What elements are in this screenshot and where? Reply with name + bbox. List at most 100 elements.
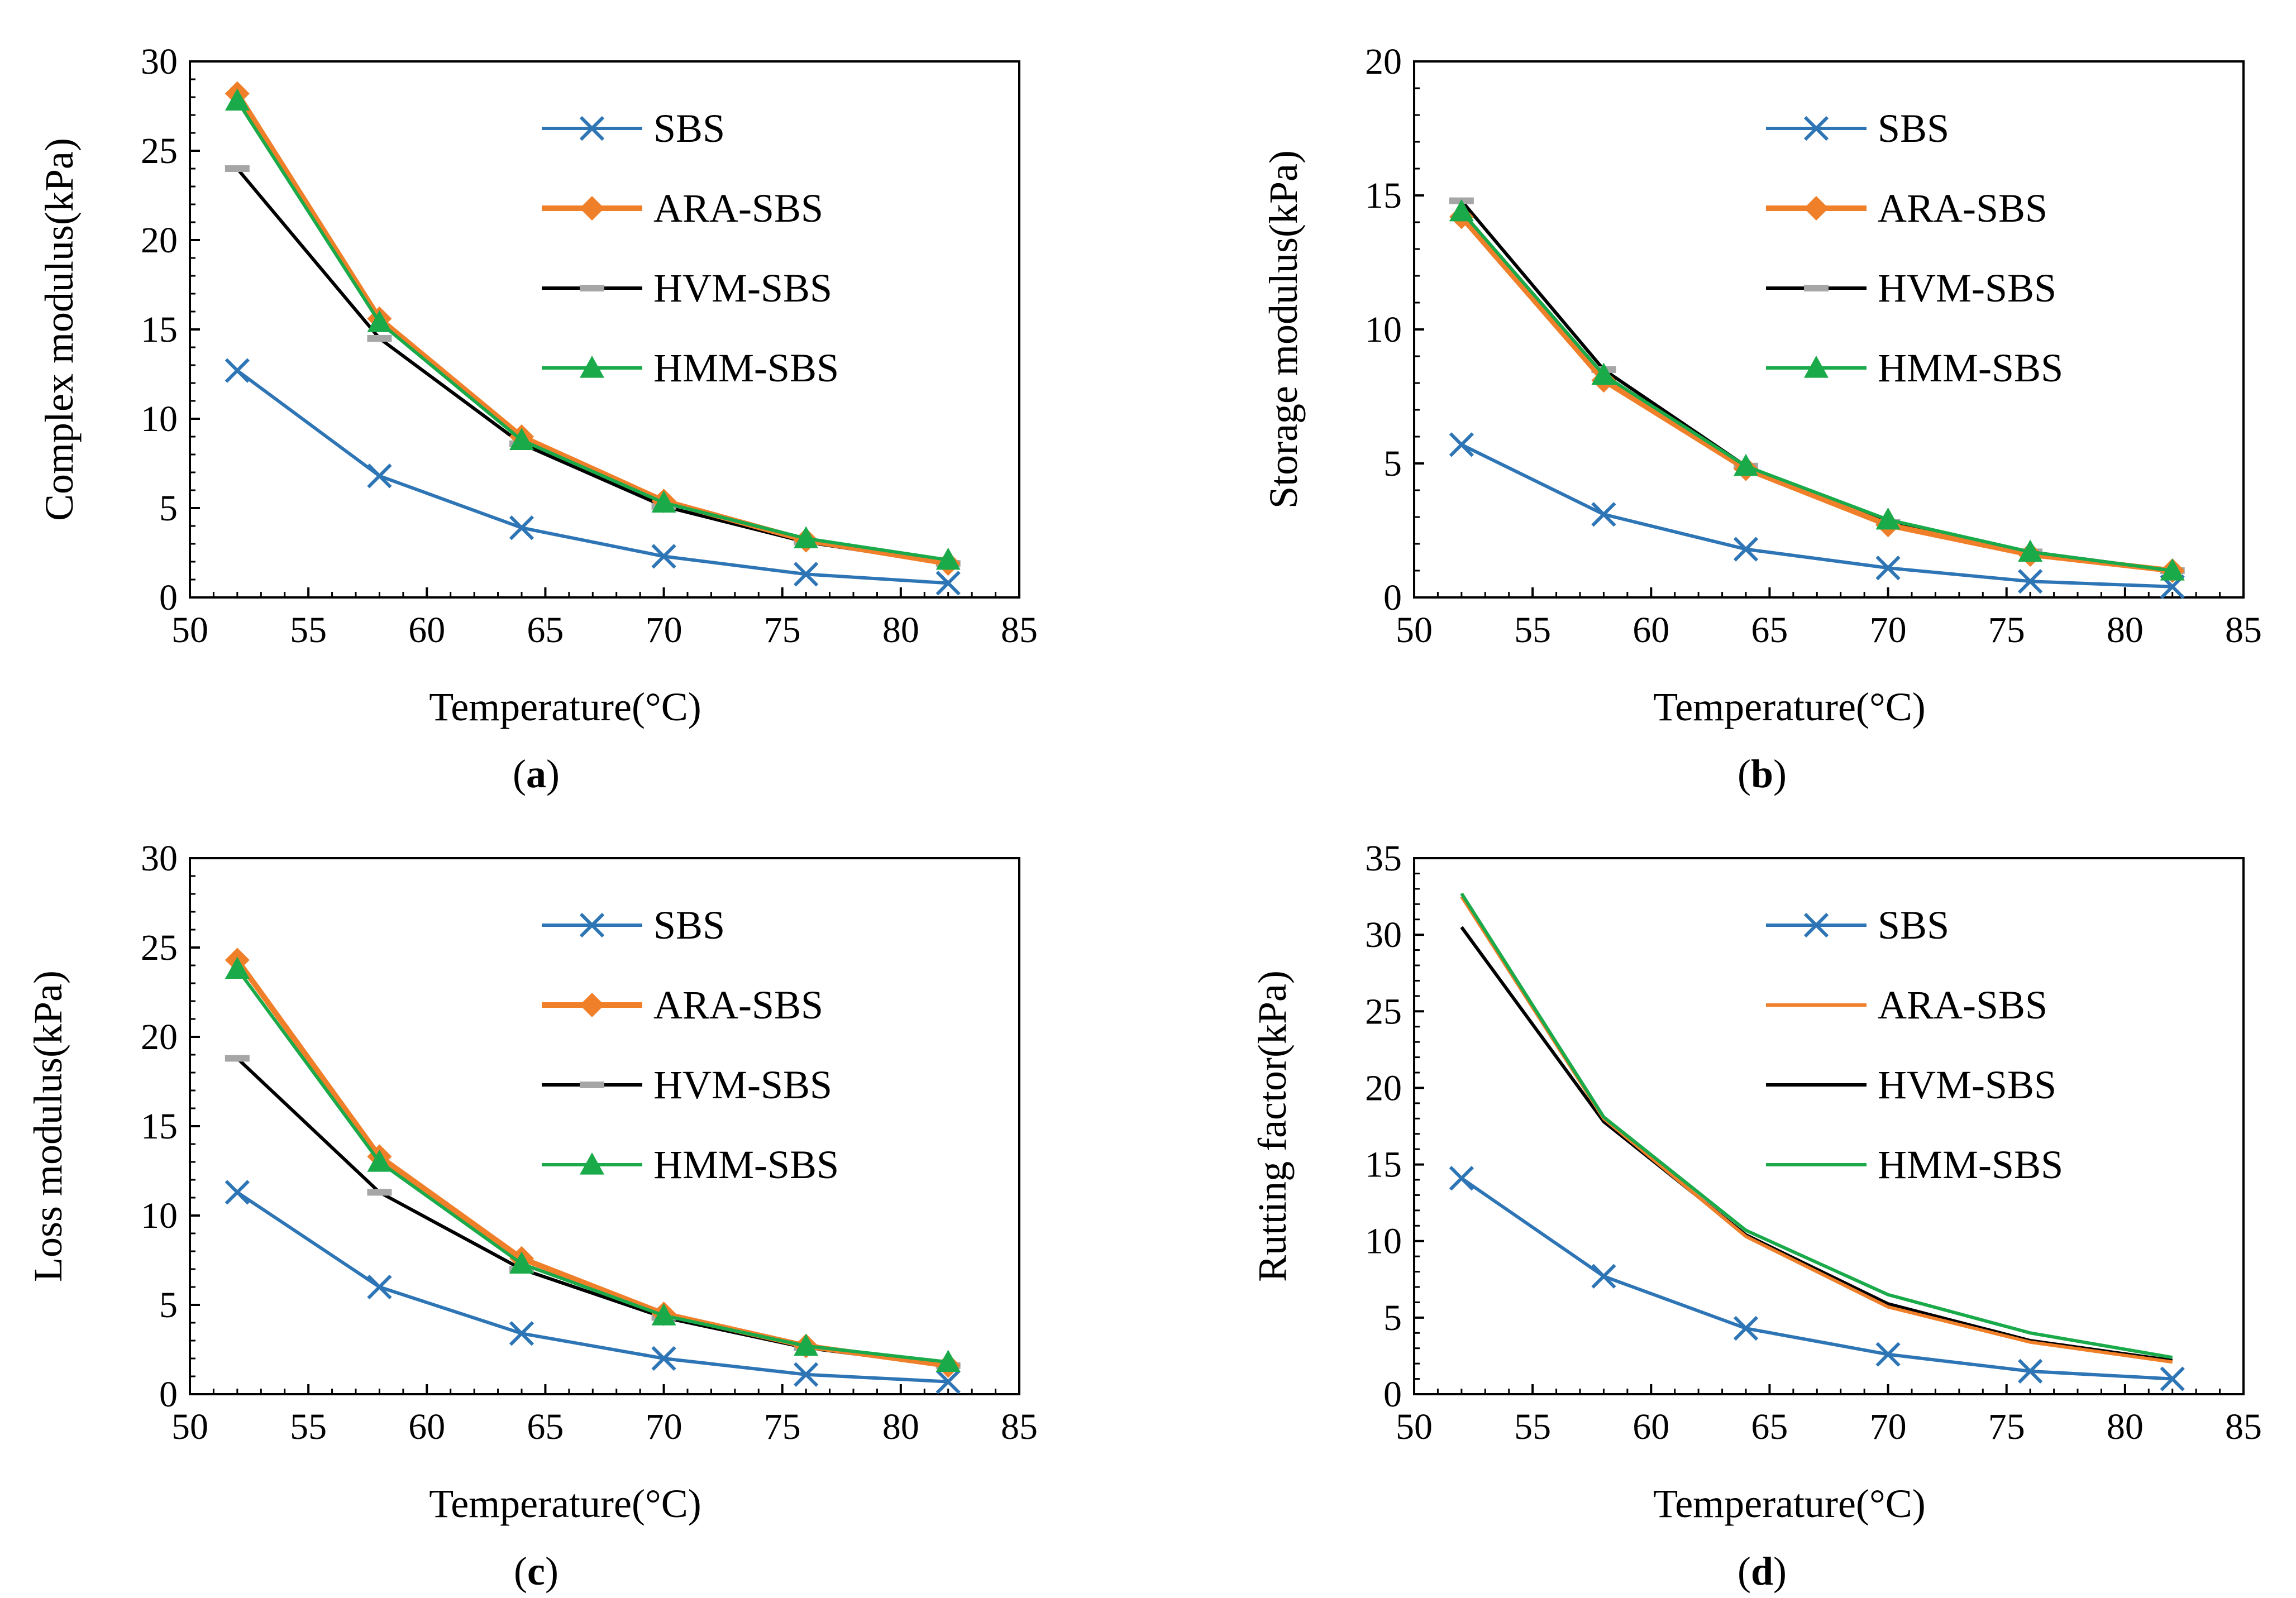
panel-b-legend-ara-sbs-label: ARA-SBS bbox=[1878, 186, 2047, 231]
panel-c-xtick-label: 75 bbox=[764, 1406, 801, 1447]
panel-c-legend-sbs-marker bbox=[579, 912, 605, 938]
panel-c-series-hmm-sbs-point bbox=[935, 1350, 961, 1372]
panel-b-series-sbs-line bbox=[1460, 443, 2173, 589]
panel-c-legend-sbs-marker-stroke-2 bbox=[579, 912, 605, 938]
panel-a-series-hvm-sbs-point bbox=[225, 165, 250, 172]
panel-c-series-sbs-point-stroke-2 bbox=[367, 1274, 392, 1300]
panel-c-ytick-label: 30 bbox=[141, 838, 178, 879]
panel-d-xlabel: Temperature(°C) bbox=[1653, 1481, 1926, 1526]
panel-b-series-sbs-point bbox=[1875, 556, 1901, 581]
panel-d-legend-sbs-marker bbox=[1803, 912, 1829, 938]
panel-a-series-sbs-point bbox=[367, 463, 392, 489]
panel-a-series-hmm-sbs-point bbox=[794, 526, 819, 548]
panel-a-marks: 0 5 10 15 20 25 30 50 55 60 65 70 75 80 85 SBS ARA-SBS HV… bbox=[141, 41, 1038, 650]
panel-c-ytick-label: 15 bbox=[141, 1106, 178, 1147]
panel-a-xtick-label: 70 bbox=[646, 610, 682, 650]
panel-a-legend-ara-sbs-marker bbox=[580, 196, 604, 221]
panel-d-legend-ara-sbs: ARA-SBS bbox=[1766, 983, 2047, 1027]
panel-c-legend-hmm-sbs-label: HMM-SBS bbox=[653, 1142, 839, 1187]
panel-b-series-hvm-sbs-line bbox=[1460, 199, 2173, 572]
panel-c-ytick-label: 10 bbox=[141, 1195, 178, 1236]
panel-c-xtick-label: 70 bbox=[646, 1406, 682, 1447]
panel-b-ytick-label: 15 bbox=[1365, 175, 1402, 216]
panel-a-ytick-label: 30 bbox=[141, 41, 178, 82]
panel-d-marks: 0 5 10 15 20 25 30 35 50 55 60 65 70 75 80 85 SBS ARA-SBS… bbox=[1365, 838, 2262, 1447]
panel-a-series-hmm-sbs-point bbox=[225, 88, 250, 111]
panel-b-legend-hvm-sbs-label: HVM-SBS bbox=[1878, 266, 2056, 310]
panel-a-legend-hmm-sbs-marker bbox=[580, 356, 604, 378]
panel-b-marks: 0 5 10 15 20 50 55 60 65 70 75 80 85 SBS ARA-SBS HVM-SB… bbox=[1365, 41, 2262, 650]
panel-a-caption: (a) bbox=[513, 752, 560, 796]
panel-d-xtick-label: 75 bbox=[1988, 1406, 2025, 1447]
panel-c-series-sbs-point-stroke-2 bbox=[225, 1180, 250, 1205]
panel-a-xtick-label: 55 bbox=[290, 610, 327, 650]
panel-b-series-sbs-point bbox=[1733, 537, 1759, 562]
panel-d-series-ara-sbs-line bbox=[1460, 895, 2173, 1364]
panel-a-ytick-label: 0 bbox=[159, 577, 178, 618]
panel-d-series-hvm-sbs-line bbox=[1460, 926, 2173, 1362]
panel-a-legend-hvm-sbs-label: HVM-SBS bbox=[653, 266, 832, 310]
panel-c-series-sbs-point-stroke-2 bbox=[509, 1321, 534, 1346]
panel-a-series-sbs-point-stroke-2 bbox=[509, 515, 534, 540]
panel-d-legend-hmm-sbs: HMM-SBS bbox=[1766, 1142, 2063, 1187]
panel-c-xtick-label: 85 bbox=[1001, 1406, 1038, 1447]
panel-b-xtick-label: 55 bbox=[1514, 610, 1551, 650]
panel-b-legend-ara-sbs: ARA-SBS bbox=[1766, 186, 2047, 231]
panel-c-plot-frame bbox=[189, 857, 1020, 1395]
panel-c-ylabel: Loss modulus(kPa) bbox=[26, 970, 70, 1282]
panel-c-series-hmm-sbs-point bbox=[225, 956, 250, 979]
panel-b-series-hmm-sbs-point bbox=[1875, 507, 1901, 530]
panel-b-series-sbs-point-stroke-2 bbox=[1591, 502, 1616, 527]
panel-c-series-hvm-sbs-point bbox=[367, 1189, 392, 1196]
panel-a-series-sbs-line bbox=[236, 369, 948, 585]
panel-d-series-sbs-point-stroke-2 bbox=[2160, 1366, 2185, 1391]
panel-c-caption: (c) bbox=[514, 1549, 559, 1594]
panel-a-series-sbs-point bbox=[509, 515, 534, 540]
panel-b-legend-sbs-label: SBS bbox=[1878, 106, 1949, 151]
panel-a-series-sbs-point-stroke-2 bbox=[935, 571, 961, 596]
panel-c-series-sbs-point-stroke-2 bbox=[651, 1346, 676, 1371]
panel-b-xtick-label: 85 bbox=[2225, 610, 2262, 650]
panel-c-series-hmm-sbs-point bbox=[509, 1251, 534, 1274]
panel-a-legend-hvm-sbs-marker bbox=[580, 285, 604, 291]
panel-b-legend-ara-sbs-marker bbox=[1804, 196, 1829, 221]
panel-b-ylabel: Storage modulus(kPa) bbox=[1261, 150, 1306, 509]
panel-d-series-sbs-point bbox=[1591, 1264, 1616, 1289]
panel-a-legend-ara-sbs-label: ARA-SBS bbox=[653, 186, 823, 231]
panel-c-xtick-label: 50 bbox=[171, 1406, 208, 1447]
panel-b-caption: (b) bbox=[1737, 752, 1787, 796]
panel-a-ylabel: Complex modulus(kPa) bbox=[37, 138, 82, 521]
panel-b-legend-hmm-sbs-marker bbox=[1804, 356, 1829, 378]
panel-b-ytick-label: 20 bbox=[1365, 41, 1402, 82]
panel-a-xtick-label: 80 bbox=[882, 610, 919, 650]
panel-d-legend-ara-sbs-label: ARA-SBS bbox=[1878, 983, 2047, 1027]
panel-a-xtick-label: 85 bbox=[1001, 610, 1038, 650]
panel-d-series-sbs-point-stroke-2 bbox=[1733, 1315, 1759, 1341]
panel-a-series-sbs-point bbox=[794, 562, 819, 587]
panel-d-xtick-label: 55 bbox=[1514, 1406, 1551, 1447]
panel-c-legend-sbs-label: SBS bbox=[653, 903, 725, 948]
panel-c-legend-ara-sbs-marker bbox=[580, 993, 604, 1017]
panel-c-series-sbs-point-stroke-2 bbox=[794, 1362, 819, 1387]
panel-b-series-sbs-point-stroke-2 bbox=[1449, 432, 1474, 457]
panel-a-ytick-label: 15 bbox=[141, 309, 178, 350]
panel-c-series-sbs-line bbox=[236, 1190, 948, 1384]
panel-b-ytick-label: 5 bbox=[1383, 443, 1402, 484]
panel-c-legend-hmm-sbs: HMM-SBS bbox=[542, 1142, 839, 1187]
panel-b-series-hmm-sbs-point bbox=[1449, 199, 1474, 222]
panel-d-legend-hvm-sbs: HVM-SBS bbox=[1766, 1063, 2056, 1107]
panel-c-series-sbs-point bbox=[509, 1321, 534, 1346]
panel-b-legend-sbs: SBS bbox=[1766, 106, 1949, 151]
panel-d-series-sbs-point bbox=[1733, 1315, 1759, 1341]
panel-b-series-ara-sbs-line bbox=[1459, 215, 2173, 573]
panel-c-series-sbs-point bbox=[225, 1180, 250, 1205]
panel-a-series-sbs-point-stroke-2 bbox=[367, 463, 392, 489]
panel-d-xtick-label: 70 bbox=[1870, 1406, 1907, 1447]
panel-a-ytick-label: 25 bbox=[141, 131, 178, 171]
panel-a-series-hvm-sbs-point bbox=[367, 335, 392, 342]
panel-b-series-hmm-sbs-point bbox=[1591, 362, 1616, 385]
panel-b-series-hmm-sbs-point bbox=[2160, 558, 2185, 581]
panel-b-series-sbs-point bbox=[1591, 502, 1616, 527]
panel-b-ytick-label: 10 bbox=[1365, 309, 1402, 350]
